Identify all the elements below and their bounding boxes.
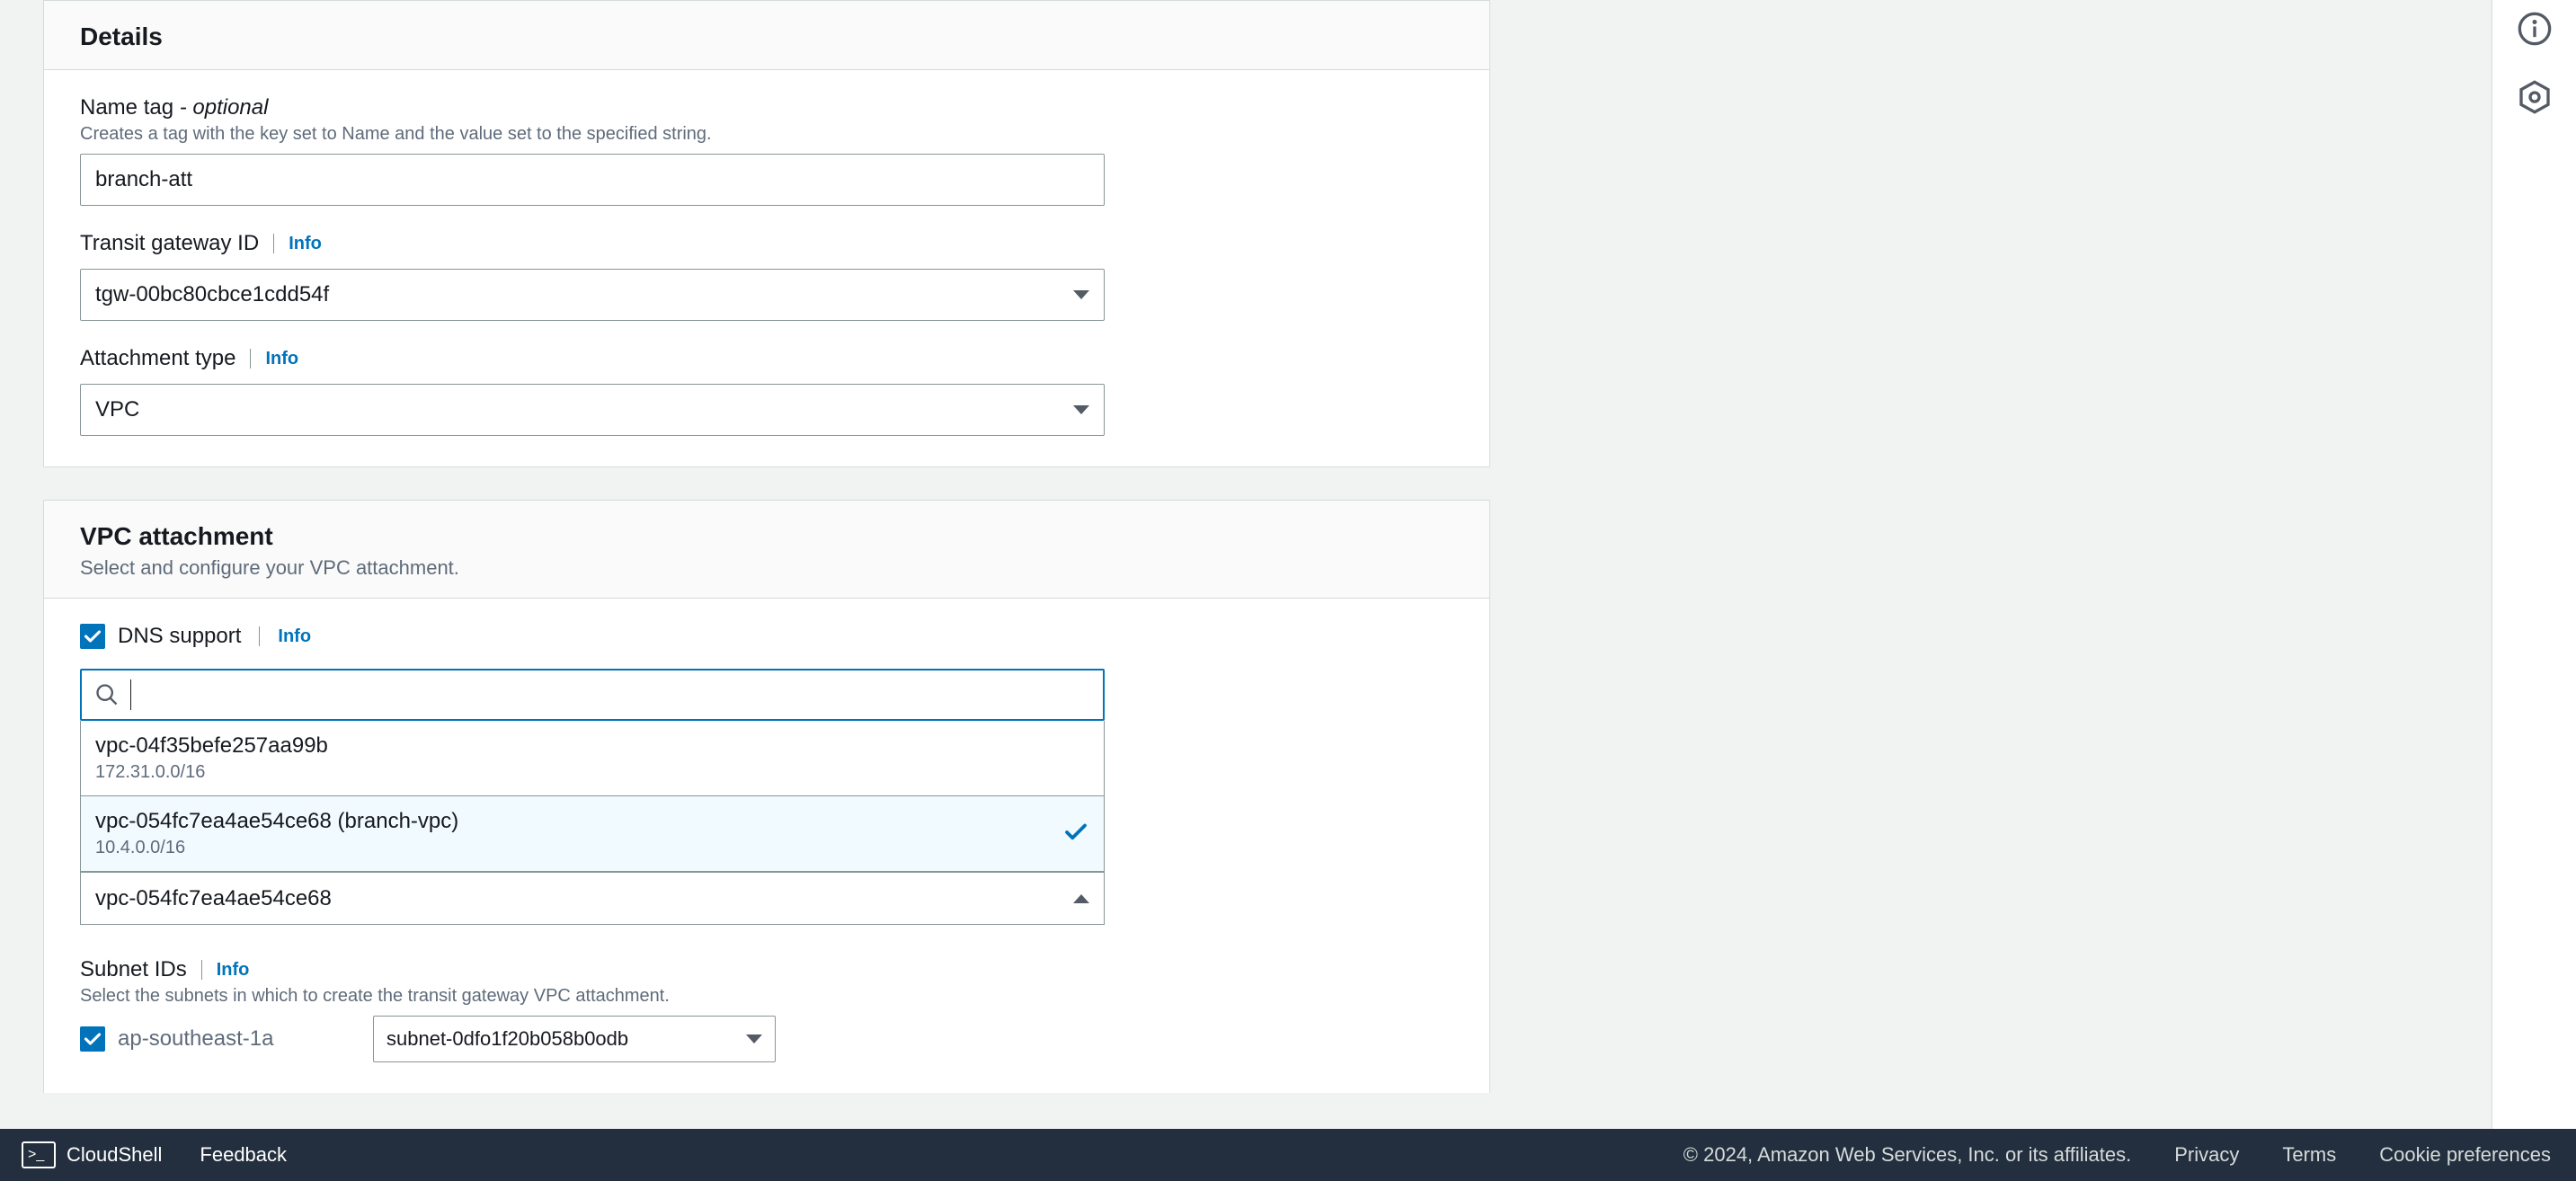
terms-link[interactable]: Terms (2282, 1143, 2336, 1167)
vpc-option-id: vpc-04f35befe257aa99b (95, 733, 328, 759)
settings-hex-icon[interactable] (2517, 79, 2553, 115)
tgw-info-link[interactable]: Info (289, 234, 322, 254)
divider (259, 626, 260, 646)
subnet-az-label: ap-southeast-1a (118, 1026, 360, 1052)
subnet-ids-label: Subnet IDs (80, 957, 187, 982)
feedback-link[interactable]: Feedback (200, 1143, 287, 1167)
vpc-select-trigger[interactable]: vpc-054fc7ea4ae54ce68 (80, 873, 1105, 925)
divider (273, 234, 274, 253)
vpc-option-cidr: 172.31.0.0/16 (95, 762, 328, 783)
vpc-attachment-panel: VPC attachment Select and configure your… (43, 500, 1490, 1093)
dns-support-info-link[interactable]: Info (278, 626, 311, 647)
subnet-ids-help: Select the subnets in which to create th… (80, 986, 1453, 1007)
chevron-down-icon (746, 1034, 762, 1043)
search-icon (94, 682, 120, 707)
details-panel: Details Name tag - optional Creates a ta… (43, 0, 1490, 467)
attachment-type-select[interactable]: VPC (80, 384, 1105, 436)
vpc-attachment-desc: Select and configure your VPC attachment… (80, 556, 1453, 580)
vpc-option-id: vpc-054fc7ea4ae54ce68 (branch-vpc) (95, 809, 458, 834)
subnet-select[interactable]: subnet-0dfo1f20b058b0odb (373, 1016, 776, 1062)
name-tag-input[interactable]: branch-att (80, 154, 1105, 206)
vpc-attachment-header: VPC attachment Select and configure your… (44, 501, 1489, 599)
dns-support-checkbox[interactable] (80, 624, 105, 649)
divider (201, 960, 202, 980)
text-cursor (130, 679, 131, 710)
cookie-preferences-link[interactable]: Cookie preferences (2379, 1143, 2551, 1167)
attachment-type-info-link[interactable]: Info (265, 349, 298, 369)
subnet-ids-info-link[interactable]: Info (217, 960, 250, 981)
attachment-type-field: Attachment type Info VPC (80, 346, 1453, 436)
attachment-type-label: Attachment type (80, 346, 235, 371)
chevron-down-icon (1073, 290, 1089, 299)
tgw-label: Transit gateway ID (80, 231, 259, 256)
details-title: Details (80, 22, 1453, 51)
chevron-up-icon (1073, 894, 1089, 903)
tgw-select[interactable]: tgw-00bc80cbce1cdd54f (80, 269, 1105, 321)
name-tag-field: Name tag - optional Creates a tag with t… (80, 95, 1453, 206)
subnet-ids-field: Subnet IDs Info Select the subnets in wh… (80, 957, 1453, 1062)
chevron-down-icon (1073, 405, 1089, 414)
check-icon (84, 1030, 102, 1048)
name-tag-label: Name tag - optional (80, 95, 268, 120)
vpc-option-cidr: 10.4.0.0/16 (95, 838, 458, 858)
subnet-row: ap-southeast-1a subnet-0dfo1f20b058b0odb (80, 1016, 1453, 1062)
details-header: Details (44, 1, 1489, 70)
vpc-search-input[interactable] (80, 669, 1105, 721)
dns-support-row: DNS support Info (80, 624, 1453, 649)
tgw-field: Transit gateway ID Info tgw-00bc80cbce1c… (80, 231, 1453, 321)
vpc-option-selected[interactable]: vpc-054fc7ea4ae54ce68 (branch-vpc) 10.4.… (81, 795, 1104, 872)
right-rail (2492, 0, 2576, 1129)
vpc-dropdown-list: vpc-04f35befe257aa99b 172.31.0.0/16 vpc-… (80, 721, 1105, 873)
name-tag-help: Creates a tag with the key set to Name a… (80, 124, 1453, 145)
footer-bar: >_ CloudShell Feedback © 2024, Amazon We… (0, 1129, 2576, 1181)
vpc-option[interactable]: vpc-04f35befe257aa99b 172.31.0.0/16 (81, 721, 1104, 795)
footer-copyright: © 2024, Amazon Web Services, Inc. or its… (1683, 1143, 2131, 1167)
info-circle-icon[interactable] (2517, 11, 2553, 47)
check-icon (84, 627, 102, 645)
dns-support-label: DNS support (118, 624, 241, 649)
cloudshell-button[interactable]: >_ CloudShell (22, 1141, 162, 1168)
privacy-link[interactable]: Privacy (2174, 1143, 2239, 1167)
vpc-attachment-title: VPC attachment (80, 522, 1453, 551)
divider (250, 349, 251, 369)
terminal-icon: >_ (22, 1141, 56, 1168)
subnet-az-checkbox[interactable] (80, 1026, 105, 1052)
check-icon (1062, 819, 1089, 848)
